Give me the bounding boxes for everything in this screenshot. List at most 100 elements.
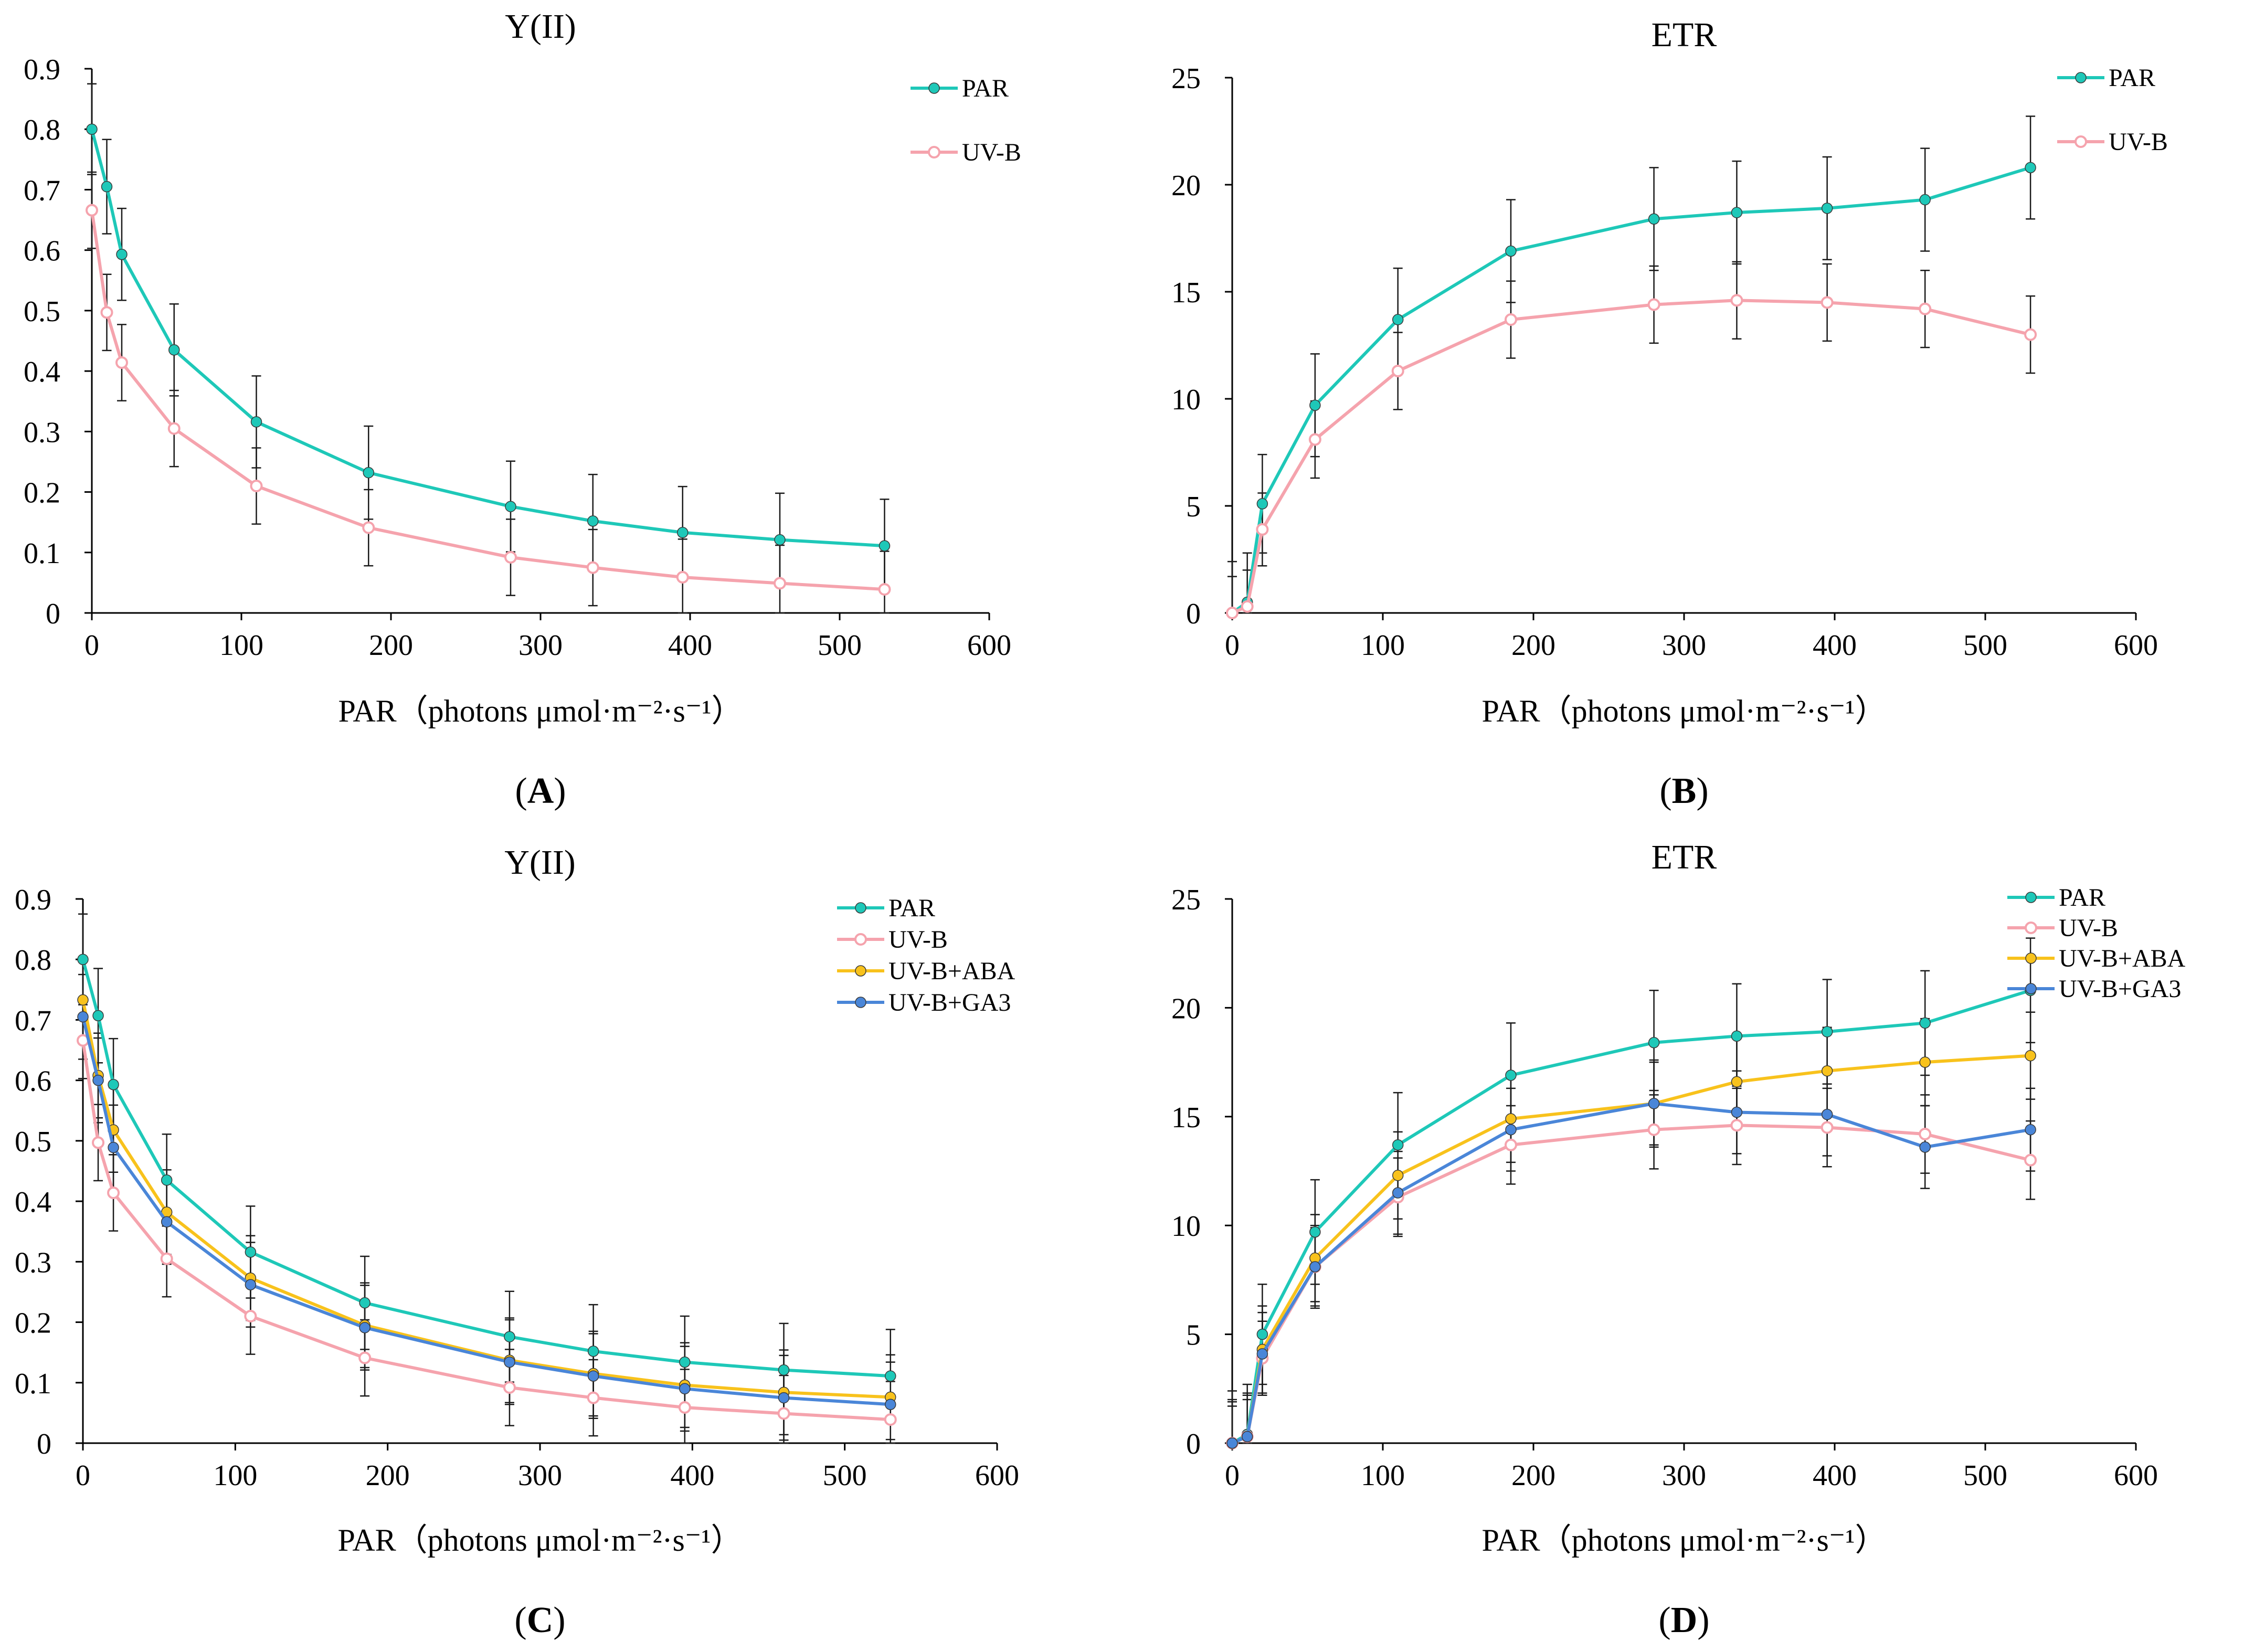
data-point	[77, 1011, 89, 1023]
legend-marker	[855, 997, 866, 1008]
data-point	[587, 1391, 600, 1404]
data-point	[1226, 1437, 1238, 1449]
y-tick-label: 0.6	[24, 235, 60, 268]
error-bars-par	[1227, 937, 2036, 1444]
y-tick-label: 25	[1171, 62, 1201, 95]
legend-label: PAR	[888, 894, 935, 922]
x-tick-label: 300	[518, 1459, 562, 1492]
y-tick-label: 15	[1171, 277, 1201, 309]
series-line-uv-b	[1231, 1124, 2031, 1445]
x-tick-label: 400	[670, 1459, 714, 1492]
x-tick-label: 500	[823, 1459, 867, 1492]
chart-panel-c: Y(II) 0 0.1 0.2 0.3 0.4 0.5 0.6 0.7 0.8 0.9 0 100 200…	[15, 843, 1019, 1640]
series-line-par	[81, 959, 891, 1378]
data-point	[1505, 245, 1517, 257]
data-point	[1309, 1261, 1321, 1273]
data-point	[1821, 1065, 1833, 1077]
series-par	[77, 954, 896, 1382]
legend-label: PAR	[2059, 884, 2105, 912]
series-par	[1226, 984, 2036, 1449]
series-uv-b-ga3	[77, 1011, 896, 1411]
y-tick-label: 0.3	[24, 416, 60, 449]
error-bars-uv-b	[87, 171, 890, 614]
error-bars-uv-b	[78, 1001, 895, 1444]
legend-item: PAR	[2057, 64, 2155, 92]
series-uv-b-aba	[77, 994, 896, 1403]
x-tick-label: 0	[84, 629, 99, 662]
data-point	[774, 577, 786, 590]
legend-item: UV-B	[837, 926, 948, 954]
x-tick-label: 300	[518, 629, 563, 662]
chart-panel-d: ETR 0 5 10 15 20 25 0 100 200 300 400 500 600 PAR（phot…	[1171, 838, 2186, 1640]
y-tick-label: 0.6	[15, 1065, 51, 1098]
x-tick-label: 300	[1662, 629, 1706, 662]
data-point	[1241, 600, 1254, 613]
data-point	[358, 1351, 372, 1364]
data-point	[2024, 328, 2037, 341]
series-uv-b-ga3	[1226, 1098, 2036, 1449]
series-uv-b-aba	[1226, 1050, 2036, 1449]
y-tick-label: 0.3	[15, 1246, 51, 1279]
legend-marker	[928, 146, 940, 158]
data-point	[1647, 298, 1660, 311]
data-point	[108, 1141, 119, 1153]
legend-label: UV-B	[2109, 128, 2168, 156]
data-point	[2025, 162, 2036, 174]
data-point	[1919, 1127, 1932, 1140]
series-line-uv-b	[81, 1040, 891, 1422]
series-line-uv-b	[1231, 299, 2031, 615]
data-point	[1505, 1124, 1517, 1136]
y-tick-label: 0	[37, 1428, 51, 1460]
data-point	[2025, 1050, 2036, 1062]
legend-marker	[2075, 135, 2087, 148]
data-point	[2025, 1124, 2036, 1136]
data-point	[505, 501, 516, 512]
legend-item: UV-B	[2057, 128, 2168, 156]
data-point	[244, 1310, 257, 1323]
legend-label: UV-B	[962, 139, 1021, 166]
legend-marker	[854, 933, 867, 946]
data-point	[1821, 1108, 1833, 1120]
legend-item: PAR	[2007, 884, 2105, 912]
data-point	[677, 527, 689, 538]
data-point	[250, 416, 262, 428]
error-bars-par	[78, 913, 895, 1424]
data-point	[1392, 1170, 1404, 1181]
y-tick-label: 0.1	[15, 1368, 51, 1400]
series-line-uv-b-aba	[81, 999, 891, 1399]
x-tick-label: 100	[1361, 629, 1405, 662]
y-tick-label: 0.5	[24, 295, 60, 328]
data-point	[504, 550, 517, 564]
x-axis-label: PAR（photons μmol·m⁻²·s⁻¹）	[338, 694, 743, 728]
legend-item: UV-B+GA3	[837, 989, 1011, 1016]
series-line-uv-b	[90, 210, 885, 591]
data-point	[1505, 1069, 1517, 1081]
y-tick-label: 25	[1171, 884, 1201, 916]
x-axis-label: PAR（photons μmol·m⁻²·s⁻¹）	[337, 1523, 742, 1558]
data-point	[160, 1252, 173, 1265]
data-point	[778, 1392, 790, 1404]
data-point	[878, 583, 891, 596]
chart-title: Y(II)	[504, 843, 576, 882]
x-axis-label: PAR（photons μmol·m⁻²·s⁻¹）	[1481, 1523, 1886, 1558]
series-line-par	[1231, 989, 2031, 1445]
data-point	[359, 1322, 371, 1333]
error-bars-uv-b-aba	[1227, 1011, 2036, 1444]
x-tick-label: 200	[366, 1459, 410, 1492]
legend-label: UV-B+ABA	[2059, 945, 2186, 972]
data-point	[1392, 1187, 1404, 1199]
data-point	[250, 480, 263, 493]
legend-marker	[2025, 892, 2037, 903]
legend-item: UV-B	[2007, 914, 2118, 942]
data-point	[587, 1346, 599, 1357]
data-point	[679, 1383, 691, 1395]
data-point	[587, 1370, 599, 1382]
panel-label: (B)	[1659, 771, 1708, 811]
data-point	[167, 422, 181, 435]
legend-label: PAR	[962, 75, 1009, 102]
data-point	[1919, 1141, 1931, 1153]
x-tick-label: 600	[975, 1459, 1019, 1492]
y-tick-label: 10	[1171, 1210, 1201, 1243]
